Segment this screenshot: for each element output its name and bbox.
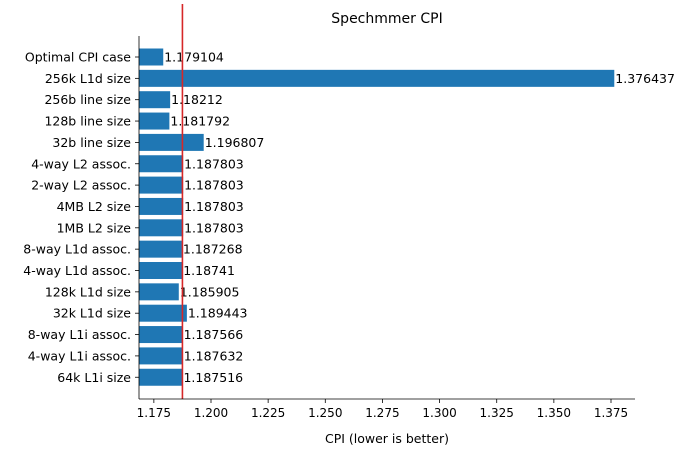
bar [139, 283, 179, 301]
x-tick-label: 1.275 [365, 406, 399, 420]
bar [139, 69, 615, 87]
bar [139, 197, 184, 215]
bars-group: 1.179104 1.376437 1.18212 1.181792 1.196807 1… [139, 48, 675, 386]
category-label: 4-way L2 assoc. [31, 156, 131, 171]
category-label: 1MB L2 size [57, 220, 132, 235]
category-label: 8-way L1d assoc. [23, 242, 131, 257]
data-label: 1.189443 [188, 306, 248, 321]
category-label: 128b line size [44, 114, 131, 129]
category-label: 256k L1d size [45, 71, 131, 86]
data-label: 1.187566 [184, 327, 244, 342]
bar [139, 304, 187, 322]
category-label: 8-way L1i assoc. [28, 327, 131, 342]
data-label: 1.181792 [170, 114, 230, 129]
category-label: 64k L1i size [57, 370, 131, 385]
bar [139, 326, 183, 344]
bar [139, 240, 182, 258]
category-label: 4-way L1i assoc. [28, 348, 131, 363]
x-tick-label: 1.200 [194, 406, 228, 420]
bar [139, 176, 184, 194]
category-label: 32b line size [52, 135, 131, 150]
category-label: 128k L1d size [45, 284, 131, 299]
bar [139, 133, 204, 151]
x-tick-label: 1.300 [422, 406, 456, 420]
chart-title: Spechmmer CPI [331, 11, 442, 27]
bar [139, 48, 164, 66]
bar [139, 262, 183, 279]
data-label: 1.18741 [183, 263, 235, 278]
data-label: 1.187803 [184, 156, 244, 171]
bar [139, 91, 171, 109]
category-label: 4MB L2 size [57, 199, 132, 214]
data-label: 1.179104 [164, 50, 224, 65]
data-label: 1.196807 [205, 135, 265, 150]
data-label: 1.376437 [615, 71, 675, 86]
category-label: 4-way L1d assoc. [23, 263, 131, 278]
x-tick-label: 1.250 [308, 406, 342, 420]
data-label: 1.187803 [184, 178, 244, 193]
category-label: 2-way L2 assoc. [31, 178, 131, 193]
data-label: 1.187803 [184, 220, 244, 235]
bar [139, 112, 170, 130]
data-label: 1.18212 [171, 92, 223, 107]
x-tick-label: 1.375 [594, 406, 628, 420]
data-label: 1.187268 [183, 242, 243, 257]
x-axis-label: CPI (lower is better) [325, 431, 449, 446]
x-tick-label: 1.225 [251, 406, 285, 420]
category-label: Optimal CPI case [25, 50, 131, 65]
category-label: 32k L1d size [53, 306, 131, 321]
data-label: 1.185905 [180, 284, 240, 299]
x-tick-label: 1.350 [537, 406, 571, 420]
data-label: 1.187803 [184, 199, 244, 214]
data-label: 1.187516 [183, 370, 243, 385]
axes-group: Optimal CPI case 256k L1d size 256b line s… [23, 36, 635, 420]
bar [139, 219, 184, 237]
x-tick-label: 1.325 [480, 406, 514, 420]
data-label: 1.187632 [184, 348, 244, 363]
bar [139, 368, 183, 386]
x-tick-label: 1.175 [137, 406, 171, 420]
bar [139, 347, 183, 365]
category-label: 256b line size [44, 92, 131, 107]
bar [139, 155, 184, 173]
